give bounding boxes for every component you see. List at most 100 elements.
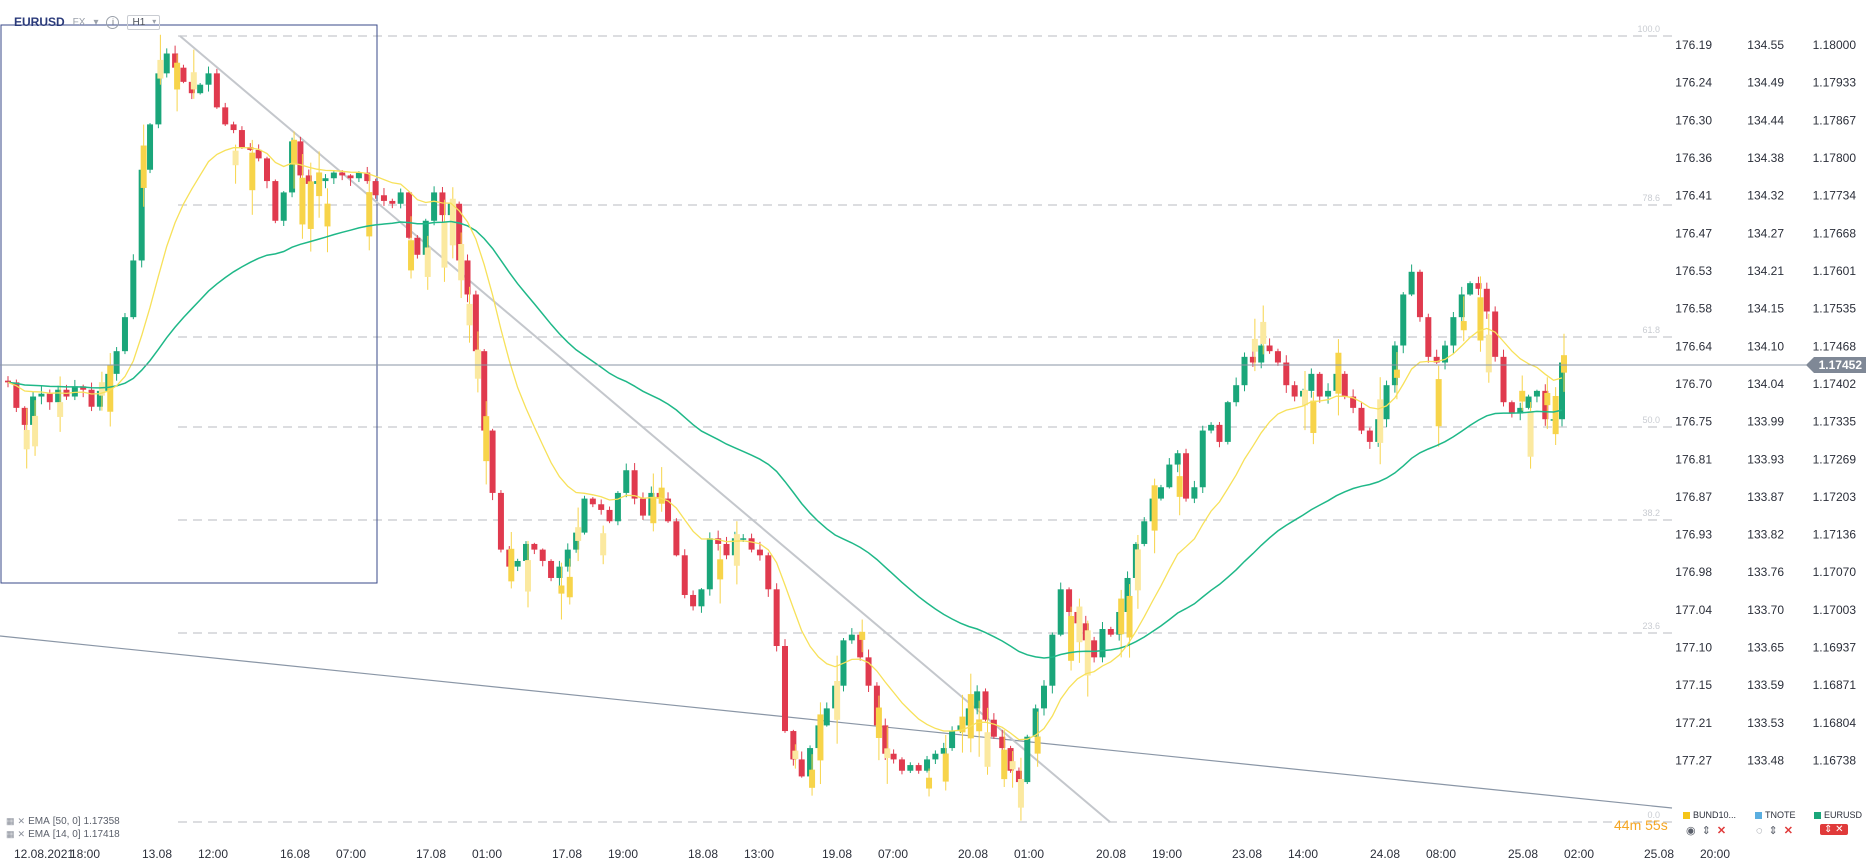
eurusd-candle [982,691,989,720]
eurusd-candle [322,178,329,182]
price-axis-tick-label: 176.58 [1675,302,1712,316]
ema-50-line [7,220,1563,659]
eurusd-candle [1032,708,1039,737]
eurusd-candle [230,124,237,131]
bund-candle [32,415,39,447]
eurusd-candle [974,691,981,709]
price-axis-tick-label: 133.59 [1747,678,1784,692]
eurusd-candle [681,555,688,595]
bund-candle [107,365,114,412]
price-axis-tick-label: 134.44 [1747,113,1784,127]
eurusd-candle [573,532,580,550]
legend-tnote[interactable]: TNOTE [1755,810,1796,820]
eurusd-candle [1216,424,1223,442]
eurusd-candle [915,765,922,771]
bund-candle [859,631,866,640]
eurusd-candle [1049,634,1056,686]
price-axis-tick-label: 176.19 [1675,38,1712,52]
chevron-down-icon[interactable]: ▾ [93,16,99,28]
eurusd-candle [21,407,28,425]
x-axis-date-label: 13.08 [142,847,172,861]
eurusd-candle [598,504,605,510]
close-icon[interactable]: ✕ [1716,825,1727,837]
eurusd-candle [414,237,421,255]
price-axis-tick-label: 133.82 [1747,528,1784,542]
price-axis-tick-label: 134.15 [1747,302,1784,316]
eurusd-candle [222,107,229,125]
timeframe-select[interactable]: H1 ▾ [127,14,161,30]
indicator-params: [14, 0] [52,829,81,840]
eurusd-candle [765,555,772,590]
legend-bund[interactable]: BUND10... [1683,810,1736,820]
price-axis-tick-label: 133.99 [1747,415,1784,429]
eurusd-candle [798,759,805,777]
price-axis-tick-label: 176.70 [1675,377,1712,391]
eurusd-candle [1233,385,1240,403]
price-axis-tick-label: 1.17601 [1813,264,1857,278]
bund-candle [98,382,105,396]
indicator-row[interactable]: ▦ ✕ EMA [14, 0] 1.17418 [6,828,120,841]
indicator-params: [50, 0] [52,816,81,827]
bund-candle [1335,352,1342,394]
eurusd-candle [1308,373,1315,391]
channel-trendline [0,635,1673,809]
selection-box [0,24,378,584]
eurusd-candle [990,719,997,737]
eurusd-candle [898,759,905,771]
eurusd-candle [121,317,128,352]
indicator-row[interactable]: ▦ ✕ EMA [50, 0] 1.17358 [6,815,120,828]
info-circle-icon[interactable]: i [106,15,120,29]
eurusd-candle [1258,345,1265,363]
updown-arrows-icon[interactable]: ⇕ [1701,825,1711,837]
eurusd-candle [1007,748,1014,771]
close-icon[interactable]: ✕ [17,829,26,839]
eurusd-candle [1124,577,1131,612]
eurusd-candle [364,172,371,182]
bund-candle [1310,400,1317,433]
bund-candle [1001,749,1008,780]
eurusd-candle [172,53,179,68]
bund-candle [1134,549,1141,591]
eurusd-candle [456,203,463,261]
bund-candle [441,221,448,268]
eurusd-candle [782,646,788,732]
close-icon[interactable]: ✕ [1783,825,1793,837]
price-axis-tick-label: 134.04 [1747,377,1784,391]
eurusd-candle [639,498,646,516]
bund-candle [558,585,565,594]
eurusd-candle [873,685,880,726]
indicator-list: ▦ ✕ EMA [50, 0] 1.17358 ▦ ✕ EMA [14, 0] … [6,815,120,841]
bund-candle [408,240,415,271]
eurusd-candle [38,393,45,397]
eurusd-candle [347,175,354,179]
settings-icon[interactable]: ▦ [6,829,15,839]
bund-candle [508,548,515,582]
close-icon[interactable]: ✕ [17,816,26,826]
price-axis-tick-label: 1.17203 [1813,490,1857,504]
bund-candle [525,560,531,592]
legend-eurusd[interactable]: EURUSD [1814,810,1862,820]
eurusd-candle [723,543,730,556]
eurusd-candle [130,260,137,318]
bund-candle [140,145,147,188]
settings-icon[interactable]: ▦ [6,816,15,826]
bund-candle [466,303,473,326]
eurusd-candle [163,53,170,74]
x-axis-date-label: 18.08 [688,847,718,861]
price-axis-tick-label: 133.53 [1747,716,1784,730]
eye-icon[interactable]: ◌ [1756,824,1763,837]
eurusd-candle [531,543,538,550]
eurusd-candle [431,192,438,221]
bund-candle [1302,389,1308,406]
eurusd-candle [1450,317,1457,346]
x-axis-time-label: 19:00 [1152,847,1182,861]
symbol-label[interactable]: EURUSD [14,15,65,29]
eye-icon[interactable]: ◉ [1686,825,1696,837]
eurusd-candle [1400,294,1407,346]
updown-arrows-icon[interactable]: ⇕ [1768,825,1778,837]
updown-arrows-icon[interactable]: ⇕ ✕ [1820,824,1848,835]
bund-candle [1527,411,1534,457]
price-axis-tick-label: 176.64 [1675,339,1712,353]
